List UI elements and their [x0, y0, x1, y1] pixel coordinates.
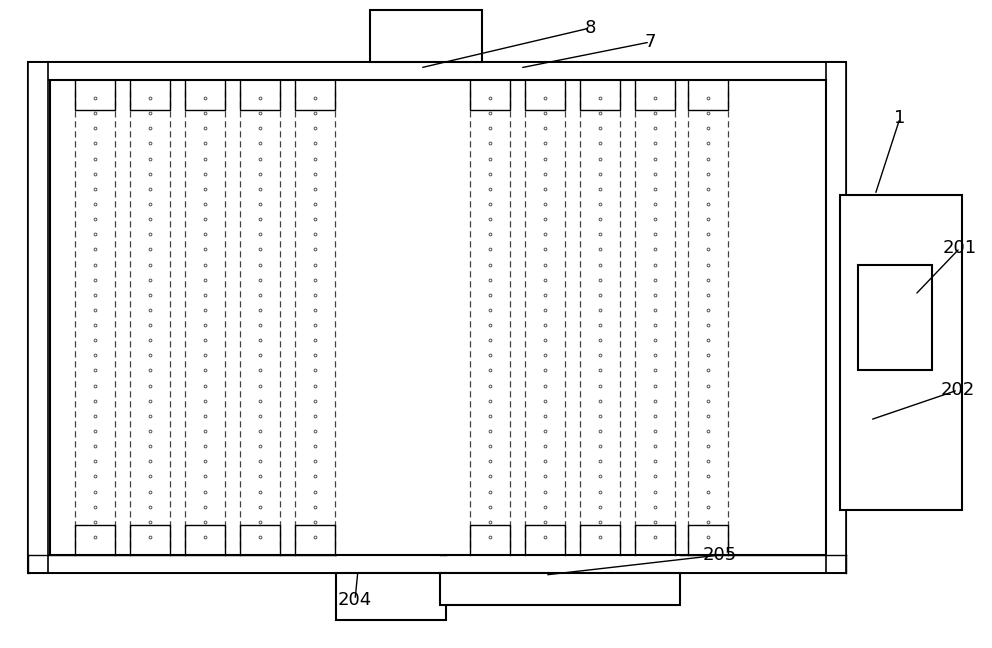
Bar [28, 62, 846, 80]
Text: 205: 205 [703, 546, 737, 564]
Text: 1: 1 [895, 109, 906, 127]
Bar [826, 62, 846, 573]
Bar [336, 573, 446, 620]
Bar [50, 80, 826, 555]
Bar [840, 195, 962, 510]
Bar [28, 62, 846, 573]
Text: 202: 202 [940, 381, 975, 399]
Text: 7: 7 [644, 33, 656, 51]
Bar [370, 10, 482, 62]
Text: 204: 204 [338, 591, 372, 609]
Bar [440, 573, 680, 605]
Text: 201: 201 [943, 239, 977, 257]
Bar [858, 265, 932, 370]
Bar [28, 62, 48, 573]
Bar [28, 555, 846, 573]
Text: 8: 8 [584, 19, 595, 37]
